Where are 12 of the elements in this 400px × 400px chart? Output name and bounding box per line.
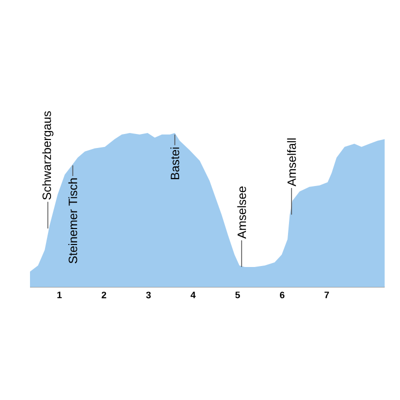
x-tick-label: 2 (102, 292, 106, 298)
x-tick-label: 4 (190, 292, 196, 298)
annotation: Schwarzbergaus (42, 111, 54, 200)
x-tick-label: 5 (235, 292, 240, 298)
annotation: Amselsee (237, 186, 246, 239)
x-tick-label: 7 (324, 292, 329, 298)
x-tick-label: 1 (57, 292, 62, 298)
x-tick-label: 3 (146, 292, 151, 298)
annotation: Amselfall (287, 138, 296, 186)
annotation: Steinemer Tisch (68, 178, 78, 264)
x-tick-label: 6 (280, 292, 284, 298)
annotation: Bastei (170, 148, 180, 180)
